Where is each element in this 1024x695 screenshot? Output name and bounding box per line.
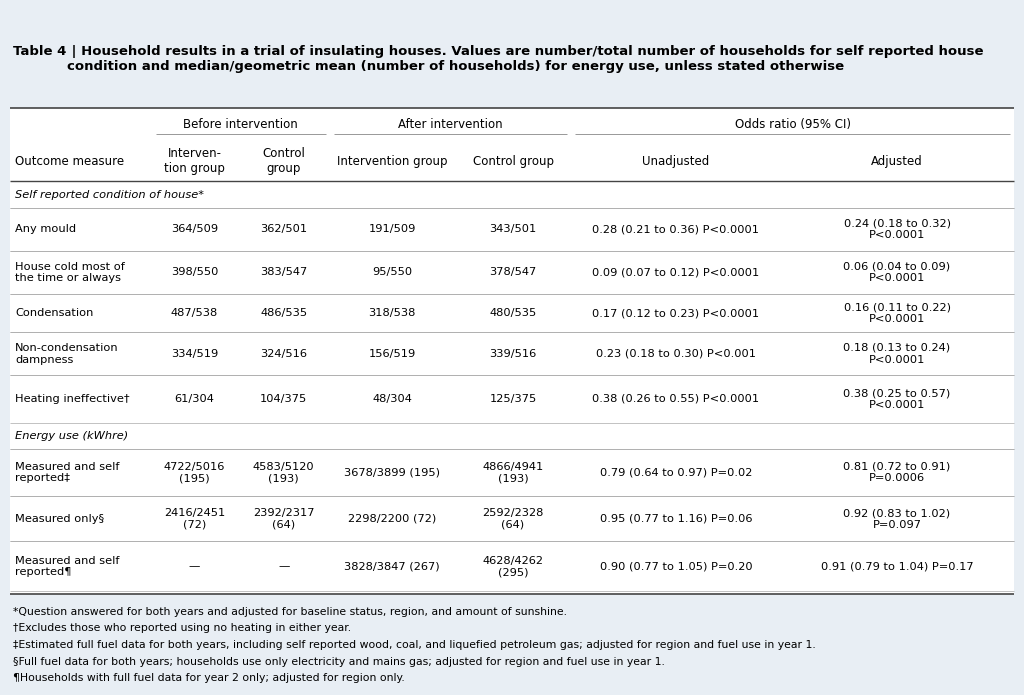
Text: 125/375: 125/375 (489, 394, 537, 404)
Text: Measured and self
reported¶: Measured and self reported¶ (15, 555, 120, 578)
Text: 324/516: 324/516 (260, 349, 307, 359)
Text: Measured and self
reported‡: Measured and self reported‡ (15, 461, 120, 484)
Text: 383/547: 383/547 (260, 268, 307, 277)
Text: Measured only§: Measured only§ (15, 514, 104, 524)
Text: 156/519: 156/519 (369, 349, 416, 359)
Text: | Household results in a trial of insulating houses. Values are number/total num: | Household results in a trial of insula… (67, 45, 983, 73)
Text: 486/535: 486/535 (260, 308, 307, 318)
Text: 398/550: 398/550 (171, 268, 218, 277)
Text: 2392/2317
(64): 2392/2317 (64) (253, 508, 314, 530)
Text: †Excludes those who reported using no heating in either year.: †Excludes those who reported using no he… (13, 623, 351, 633)
Text: Heating ineffective†: Heating ineffective† (15, 394, 130, 404)
Text: 480/535: 480/535 (489, 308, 537, 318)
Text: 3678/3899 (195): 3678/3899 (195) (344, 468, 440, 477)
Text: 0.09 (0.07 to 0.12) P<0.0001: 0.09 (0.07 to 0.12) P<0.0001 (592, 268, 760, 277)
Text: Non-condensation
dampness: Non-condensation dampness (15, 343, 119, 365)
Text: Interven-
tion group: Interven- tion group (164, 147, 225, 175)
Text: 0.81 (0.72 to 0.91)
P=0.0006: 0.81 (0.72 to 0.91) P=0.0006 (844, 461, 950, 484)
Text: 0.90 (0.77 to 1.05) P=0.20: 0.90 (0.77 to 1.05) P=0.20 (599, 562, 753, 571)
Text: *Question answered for both years and adjusted for baseline status, region, and : *Question answered for both years and ad… (13, 607, 567, 616)
Text: 0.91 (0.79 to 1.04) P=0.17: 0.91 (0.79 to 1.04) P=0.17 (820, 562, 974, 571)
Text: 339/516: 339/516 (489, 349, 537, 359)
Text: 0.38 (0.25 to 0.57)
P<0.0001: 0.38 (0.25 to 0.57) P<0.0001 (844, 388, 950, 410)
Text: —: — (188, 562, 201, 571)
Text: 2298/2200 (72): 2298/2200 (72) (348, 514, 436, 524)
Text: Condensation: Condensation (15, 308, 94, 318)
Text: 0.79 (0.64 to 0.97) P=0.02: 0.79 (0.64 to 0.97) P=0.02 (600, 468, 752, 477)
Text: Before intervention: Before intervention (183, 118, 298, 131)
Text: Unadjusted: Unadjusted (642, 155, 710, 167)
Text: Energy use (kWhre): Energy use (kWhre) (15, 431, 129, 441)
Text: 378/547: 378/547 (489, 268, 537, 277)
Text: Odds ratio (95% CI): Odds ratio (95% CI) (734, 118, 851, 131)
Text: 191/509: 191/509 (369, 224, 416, 234)
Text: 0.06 (0.04 to 0.09)
P<0.0001: 0.06 (0.04 to 0.09) P<0.0001 (844, 261, 950, 284)
Text: Adjusted: Adjusted (871, 155, 923, 167)
Text: 343/501: 343/501 (489, 224, 537, 234)
Text: 2416/2451
(72): 2416/2451 (72) (164, 508, 225, 530)
Text: —: — (278, 562, 290, 571)
Text: Control group: Control group (472, 155, 554, 167)
Text: House cold most of
the time or always: House cold most of the time or always (15, 261, 125, 284)
Text: 4866/4941
(193): 4866/4941 (193) (482, 461, 544, 484)
Text: ¶Households with full fuel data for year 2 only; adjusted for region only.: ¶Households with full fuel data for year… (13, 673, 406, 683)
Text: 0.17 (0.12 to 0.23) P<0.0001: 0.17 (0.12 to 0.23) P<0.0001 (592, 308, 760, 318)
Text: 95/550: 95/550 (372, 268, 413, 277)
Text: Table 4: Table 4 (13, 45, 67, 58)
Text: ‡Estimated full fuel data for both years, including self reported wood, coal, an: ‡Estimated full fuel data for both years… (13, 640, 816, 650)
Text: 0.28 (0.21 to 0.36) P<0.0001: 0.28 (0.21 to 0.36) P<0.0001 (592, 224, 760, 234)
Text: Outcome measure: Outcome measure (15, 155, 125, 167)
Text: 4722/5016
(195): 4722/5016 (195) (164, 461, 225, 484)
Text: 48/304: 48/304 (373, 394, 412, 404)
Text: 104/375: 104/375 (260, 394, 307, 404)
Text: 0.38 (0.26 to 0.55) P<0.0001: 0.38 (0.26 to 0.55) P<0.0001 (592, 394, 760, 404)
Text: After intervention: After intervention (398, 118, 503, 131)
Text: Control
group: Control group (262, 147, 305, 175)
Bar (0, 10, 1024, 108)
Text: 318/538: 318/538 (369, 308, 416, 318)
Bar (10, 108, 1014, 594)
Text: 4583/5120
(193): 4583/5120 (193) (253, 461, 314, 484)
Text: 0.16 (0.11 to 0.22)
P<0.0001: 0.16 (0.11 to 0.22) P<0.0001 (844, 302, 950, 324)
Text: 3828/3847 (267): 3828/3847 (267) (344, 562, 440, 571)
Text: 0.18 (0.13 to 0.24)
P<0.0001: 0.18 (0.13 to 0.24) P<0.0001 (844, 343, 950, 365)
Text: §Full fuel data for both years; households use only electricity and mains gas; a: §Full fuel data for both years; househol… (13, 657, 666, 667)
Text: 61/304: 61/304 (175, 394, 214, 404)
Text: 4628/4262
(295): 4628/4262 (295) (482, 555, 544, 578)
Text: Any mould: Any mould (15, 224, 77, 234)
Text: 334/519: 334/519 (171, 349, 218, 359)
Text: 2592/2328
(64): 2592/2328 (64) (482, 508, 544, 530)
Text: Intervention group: Intervention group (337, 155, 447, 167)
Text: 0.23 (0.18 to 0.30) P<0.001: 0.23 (0.18 to 0.30) P<0.001 (596, 349, 756, 359)
Text: 487/538: 487/538 (171, 308, 218, 318)
Text: 0.24 (0.18 to 0.32)
P<0.0001: 0.24 (0.18 to 0.32) P<0.0001 (844, 218, 950, 240)
Text: 0.92 (0.83 to 1.02)
P=0.097: 0.92 (0.83 to 1.02) P=0.097 (844, 508, 950, 530)
Text: 362/501: 362/501 (260, 224, 307, 234)
Text: 364/509: 364/509 (171, 224, 218, 234)
Text: Self reported condition of house*: Self reported condition of house* (15, 190, 205, 199)
Text: 0.95 (0.77 to 1.16) P=0.06: 0.95 (0.77 to 1.16) P=0.06 (600, 514, 752, 524)
